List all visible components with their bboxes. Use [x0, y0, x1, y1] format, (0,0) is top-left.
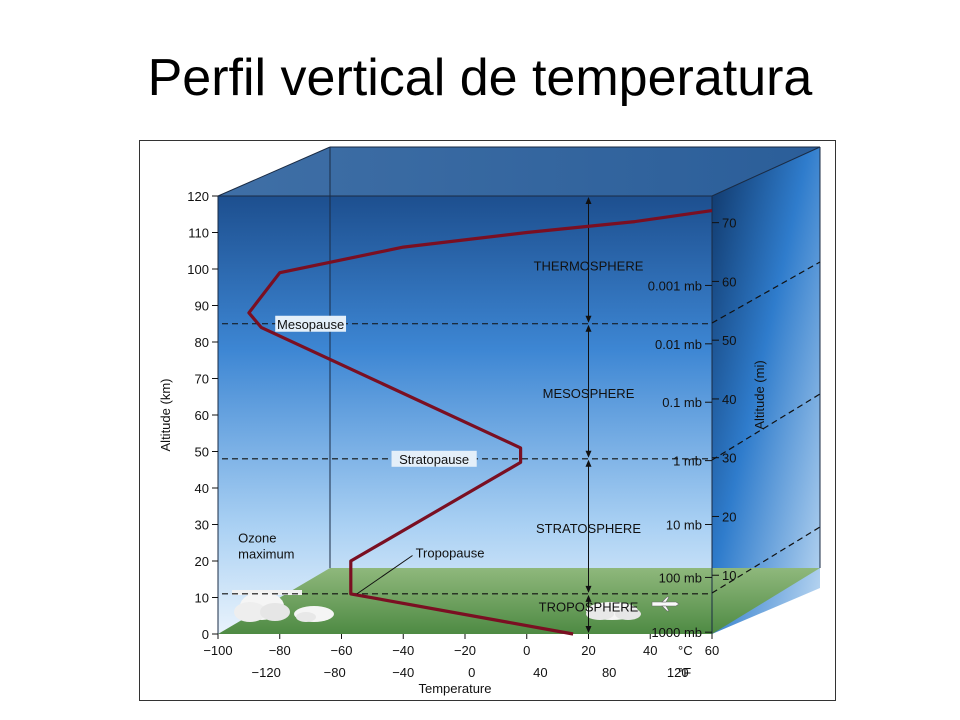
layer-label: TROPOSPHERE: [539, 600, 639, 615]
temperature-profile-line: [247, 209, 713, 636]
x-tick-label-f: 80: [602, 665, 616, 680]
y-tick-label-mi: 10: [722, 568, 736, 583]
pressure-label: 0.01 mb: [655, 337, 702, 352]
y-tick-label-km: 30: [195, 518, 209, 533]
y-tick-label-km: 50: [195, 445, 209, 460]
boundary-label-bg: [275, 315, 347, 332]
pressure-label: 1000 mb: [651, 625, 702, 640]
slide-title: Perfil vertical de temperatura: [147, 49, 813, 107]
arrow-head-up: [585, 324, 592, 332]
unit-label-f: °F: [678, 665, 691, 680]
boundary-label-bg: [391, 450, 477, 467]
y2-axis-title: Altitude (mi): [752, 360, 767, 429]
y-tick-label-km: 90: [195, 299, 209, 314]
y-tick-label-mi: 70: [722, 216, 736, 231]
x-tick-label-c: 60: [705, 643, 719, 658]
layer-label: MESOSPHERE: [543, 386, 635, 401]
ground-plane: [218, 568, 820, 634]
y-tick-label-km: 120: [187, 189, 209, 204]
x-tick-label-f: 40: [533, 665, 547, 680]
boundary-label: Tropopause: [416, 546, 485, 561]
arrow-head-up: [585, 459, 592, 467]
pressure-label: 0.001 mb: [648, 278, 702, 293]
profile-layer: [247, 209, 713, 636]
box-right-face: [712, 147, 820, 634]
x-tick-label-c: −80: [269, 643, 291, 658]
y-tick-label-km: 110: [188, 226, 209, 241]
pressure-label: 100 mb: [659, 570, 702, 585]
x-tick-label-f: 120: [667, 665, 689, 680]
side-face-dashes: [711, 261, 821, 594]
layer-arrows: [585, 197, 592, 633]
x-tick-label-c: −60: [330, 643, 352, 658]
x-tick-label-c: −20: [454, 643, 476, 658]
annotation-text: Ozone: [238, 530, 276, 545]
y-tick-label-mi: 30: [722, 451, 736, 466]
y-tick-label-mi: 20: [722, 509, 736, 524]
cloud-left-anvil: [232, 590, 302, 622]
box-top-face: [218, 147, 820, 196]
x-tick-label-f: −120: [252, 665, 281, 680]
pressure-label: 0.1 mb: [662, 395, 702, 410]
cloud-left-small: [294, 606, 334, 622]
axes-layer: 0 10 20 30 40 50 60 70 80 90 100 110 120 10 20 30 40 50 60…: [158, 189, 767, 696]
y-tick-label-mi: 50: [722, 333, 736, 348]
y-tick-label-km: 20: [195, 554, 209, 569]
x-tick-label-c: −40: [392, 643, 414, 658]
x-axis-title: Temperature: [419, 681, 492, 696]
layer-label: STRATOSPHERE: [536, 521, 641, 536]
x-tick-label-f: −40: [392, 665, 414, 680]
y-tick-label-km: 80: [195, 335, 209, 350]
arrow-head-down: [585, 585, 592, 593]
y-tick-label-km: 100: [187, 262, 209, 277]
y-tick-label-km: 40: [195, 481, 209, 496]
x-tick-label-c: 0: [523, 643, 530, 658]
x-tick-label-c: 20: [581, 643, 595, 658]
y-tick-label-km: 70: [195, 372, 209, 387]
pressure-label: 1 mb: [673, 454, 702, 469]
y-tick-label-mi: 60: [722, 274, 736, 289]
unit-label-c: °C: [678, 643, 693, 658]
x-tick-label-f: 0: [468, 665, 475, 680]
y-tick-label-km: 60: [195, 408, 209, 423]
arrow-head-up: [585, 594, 592, 602]
cloud-right: [586, 602, 641, 620]
x-tick-label-f: −80: [324, 665, 346, 680]
y-tick-label-km: 10: [195, 591, 209, 606]
pressure-label: 10 mb: [666, 518, 702, 533]
labels-layer: Stratopause Mesopause Tropopause TROPOSPHER…: [238, 258, 644, 615]
y-tick-label-mi: 40: [722, 392, 736, 407]
y-axis-title: Altitude (km): [158, 379, 173, 452]
boundary-label: Mesopause: [277, 317, 344, 332]
tropopause-leader: [356, 555, 413, 595]
arrow-head-down: [585, 315, 592, 323]
layer-label: THERMOSPHERE: [534, 258, 644, 273]
arrow-head-up: [585, 197, 592, 204]
x-tick-label-c: 40: [643, 643, 657, 658]
y-tick-label-km: 0: [202, 627, 209, 642]
arrow-head-down: [585, 450, 592, 458]
arrow-head-down: [585, 626, 592, 633]
boundary-label: Stratopause: [399, 452, 469, 467]
x-tick-label-c: −100: [203, 643, 232, 658]
annotation-text: maximum: [238, 547, 294, 562]
airplane-icon: [651, 596, 680, 612]
